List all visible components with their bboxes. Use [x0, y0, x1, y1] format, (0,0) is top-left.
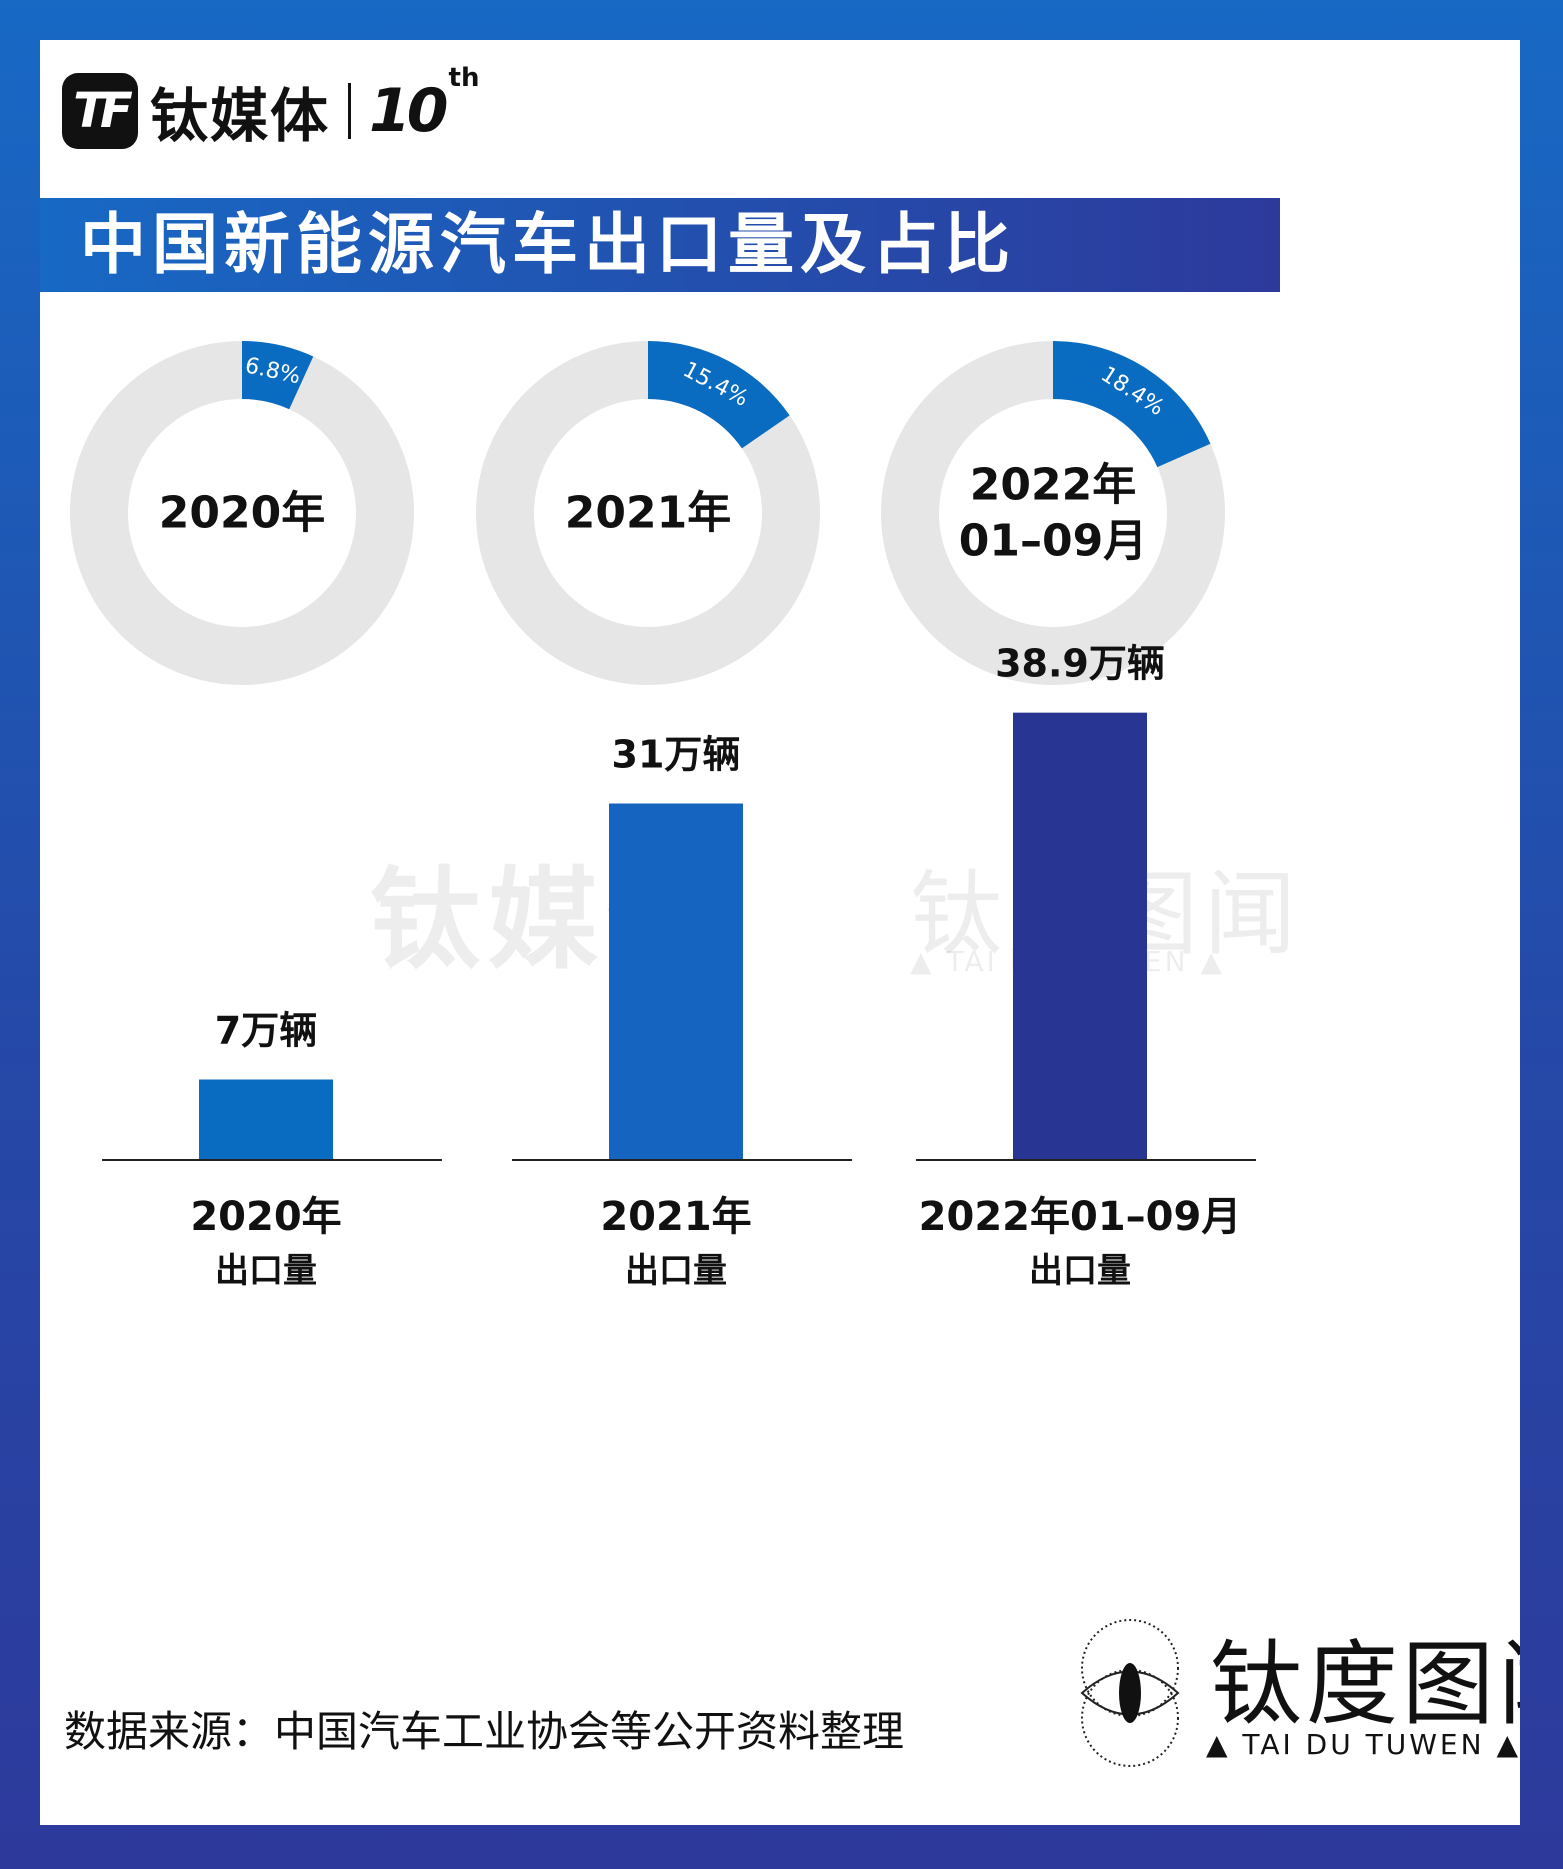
bar-value-label-1: 7万辆 — [215, 1009, 317, 1053]
bar-category-label-3: 2022年01–09月 — [919, 1194, 1242, 1240]
data-source: 数据来源：中国汽车工业协会等公开资料整理 — [64, 1707, 905, 1756]
bar-category-sublabel-2: 出口量 — [625, 1251, 727, 1291]
donut-slice-3 — [1053, 341, 1211, 468]
bar-value-label-3: 38.9万辆 — [995, 642, 1165, 686]
donut-center-label-3: 01–09月 — [959, 516, 1147, 567]
logo-mark-icon: TF — [62, 73, 138, 149]
bar-3 — [1013, 712, 1147, 1160]
donut-slice-1 — [242, 341, 314, 410]
donut-slice-2 — [648, 341, 790, 449]
bar-category-label-2: 2021年 — [600, 1194, 751, 1240]
brand-name-en: ▲ TAI DU TUWEN ▲ — [1206, 1728, 1520, 1761]
chart-canvas: 6.8%2020年15.4%2021年18.4%2022年01–09月7万辆20… — [70, 341, 1256, 1291]
bar-1 — [199, 1079, 333, 1160]
brand-name-cn: 钛度图闻 — [1210, 1631, 1520, 1738]
bar-2 — [609, 803, 743, 1160]
logo-divider — [348, 83, 352, 139]
logo-anniversary-number: 10 — [369, 76, 448, 146]
bar-category-label-1: 2020年 — [190, 1194, 341, 1240]
brand-logo: 钛度图闻 ▲ TAI DU TUWEN ▲ — [1070, 1610, 1520, 1780]
donut-center-label-2: 2021年 — [565, 488, 731, 539]
donut-center-label-3: 2022年 — [970, 460, 1136, 511]
page-title: 中国新能源汽车出口量及占比 — [80, 206, 1016, 283]
eye-icon — [1080, 1619, 1180, 1767]
bar-value-label-2: 31万辆 — [612, 733, 741, 777]
bar-category-sublabel-3: 出口量 — [1029, 1251, 1131, 1291]
donut-center-label-1: 2020年 — [159, 488, 325, 539]
logo-text: 钛媒体 — [150, 82, 331, 150]
logo-anniversary-suffix: th — [448, 63, 480, 93]
bar-category-sublabel-1: 出口量 — [215, 1251, 317, 1291]
title-band: 中国新能源汽车出口量及占比 — [40, 198, 1280, 292]
